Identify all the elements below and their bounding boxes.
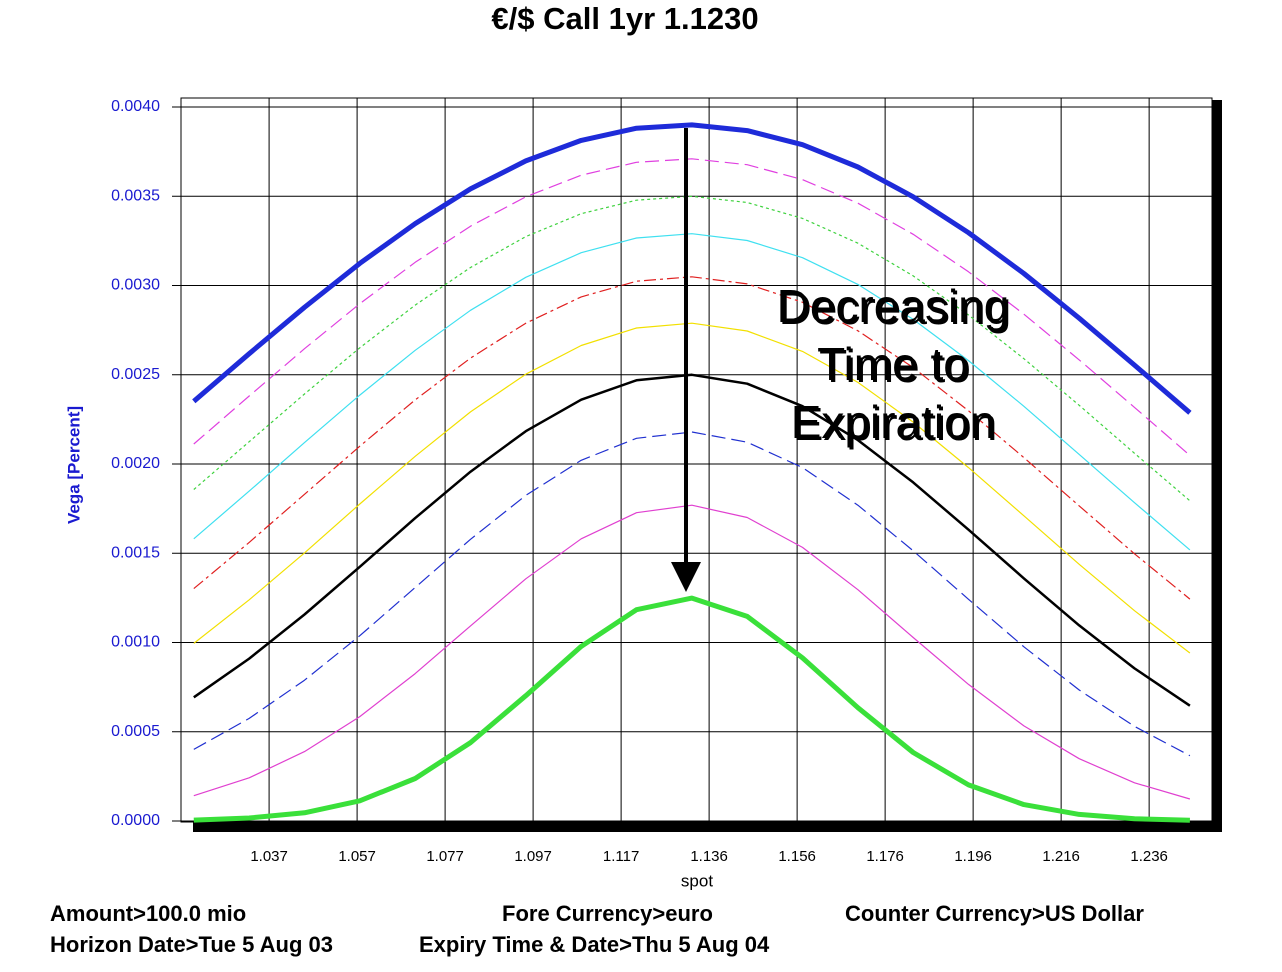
x-tick-label: 1.136 xyxy=(690,848,728,865)
footer-text: Counter Currency>US Dollar xyxy=(845,901,1144,926)
frame-shadow xyxy=(193,822,1222,832)
y-tick-label: 0.0020 xyxy=(111,455,160,472)
x-axis-label: spot xyxy=(681,871,713,890)
series-line xyxy=(193,195,1191,502)
y-tick-label: 0.0015 xyxy=(111,544,160,561)
y-tick-label: 0.0025 xyxy=(111,366,160,383)
y-tick-label: 0.0005 xyxy=(111,723,160,740)
x-tick-label: 1.097 xyxy=(514,848,552,865)
arrow-head xyxy=(671,562,701,592)
series-line xyxy=(192,122,1192,415)
x-tick-label: 1.176 xyxy=(866,848,904,865)
annotation-shadow: Expiration xyxy=(793,398,998,450)
y-axis-label: Vega [Percent] xyxy=(64,406,83,524)
annotation-shadow: Decreasing xyxy=(779,282,1012,334)
series-line xyxy=(193,431,1191,757)
annotation: Decreasing Time to Expiration Decreasing… xyxy=(777,280,1012,450)
footer-text: Fore Currency>euro xyxy=(502,901,713,926)
annotation-text: Decreasing xyxy=(777,280,1010,332)
annotation-text: Expiration xyxy=(791,396,996,448)
y-tick-label: 0.0040 xyxy=(111,98,160,115)
x-tick-label: 1.037 xyxy=(250,848,288,865)
series-line xyxy=(193,595,1190,823)
lines xyxy=(192,122,1192,823)
annotation-text: Time to xyxy=(817,338,969,390)
grid: 0.0000 0.0005 0.0010 0.0015 0.0020 0.0025 0.00… xyxy=(111,98,1212,865)
x-tick-label: 1.057 xyxy=(338,848,376,865)
x-tick-label: 1.156 xyxy=(778,848,816,865)
y-tick-label: 0.0035 xyxy=(111,187,160,204)
frame-shadow xyxy=(1212,100,1222,832)
series-line xyxy=(193,373,1191,707)
x-tick-label: 1.117 xyxy=(603,848,639,865)
y-tick-label: 0.0000 xyxy=(111,812,160,829)
plot-frame xyxy=(180,97,1213,823)
x-tick-label: 1.236 xyxy=(1130,848,1168,865)
series-line xyxy=(193,233,1191,551)
chart-title: €/$ Call 1yr 1.1230 xyxy=(491,1,758,36)
series-line xyxy=(193,276,1191,600)
footer-text: Expiry Time & Date>Thu 5 Aug 04 xyxy=(419,932,770,957)
x-tick-label: 1.077 xyxy=(426,848,464,865)
x-tick-label: 1.196 xyxy=(954,848,992,865)
series-line xyxy=(193,158,1191,456)
footer-text: Horizon Date>Tue 5 Aug 03 xyxy=(50,932,333,957)
series-line xyxy=(193,322,1191,654)
annotation-shadow: Time to xyxy=(819,340,971,392)
x-tick-label: 1.216 xyxy=(1042,848,1080,865)
y-tick-label: 0.0030 xyxy=(111,277,160,294)
series-line xyxy=(193,504,1191,800)
footer-text: Amount>100.0 mio xyxy=(50,901,246,926)
y-tick-label: 0.0010 xyxy=(111,634,160,651)
